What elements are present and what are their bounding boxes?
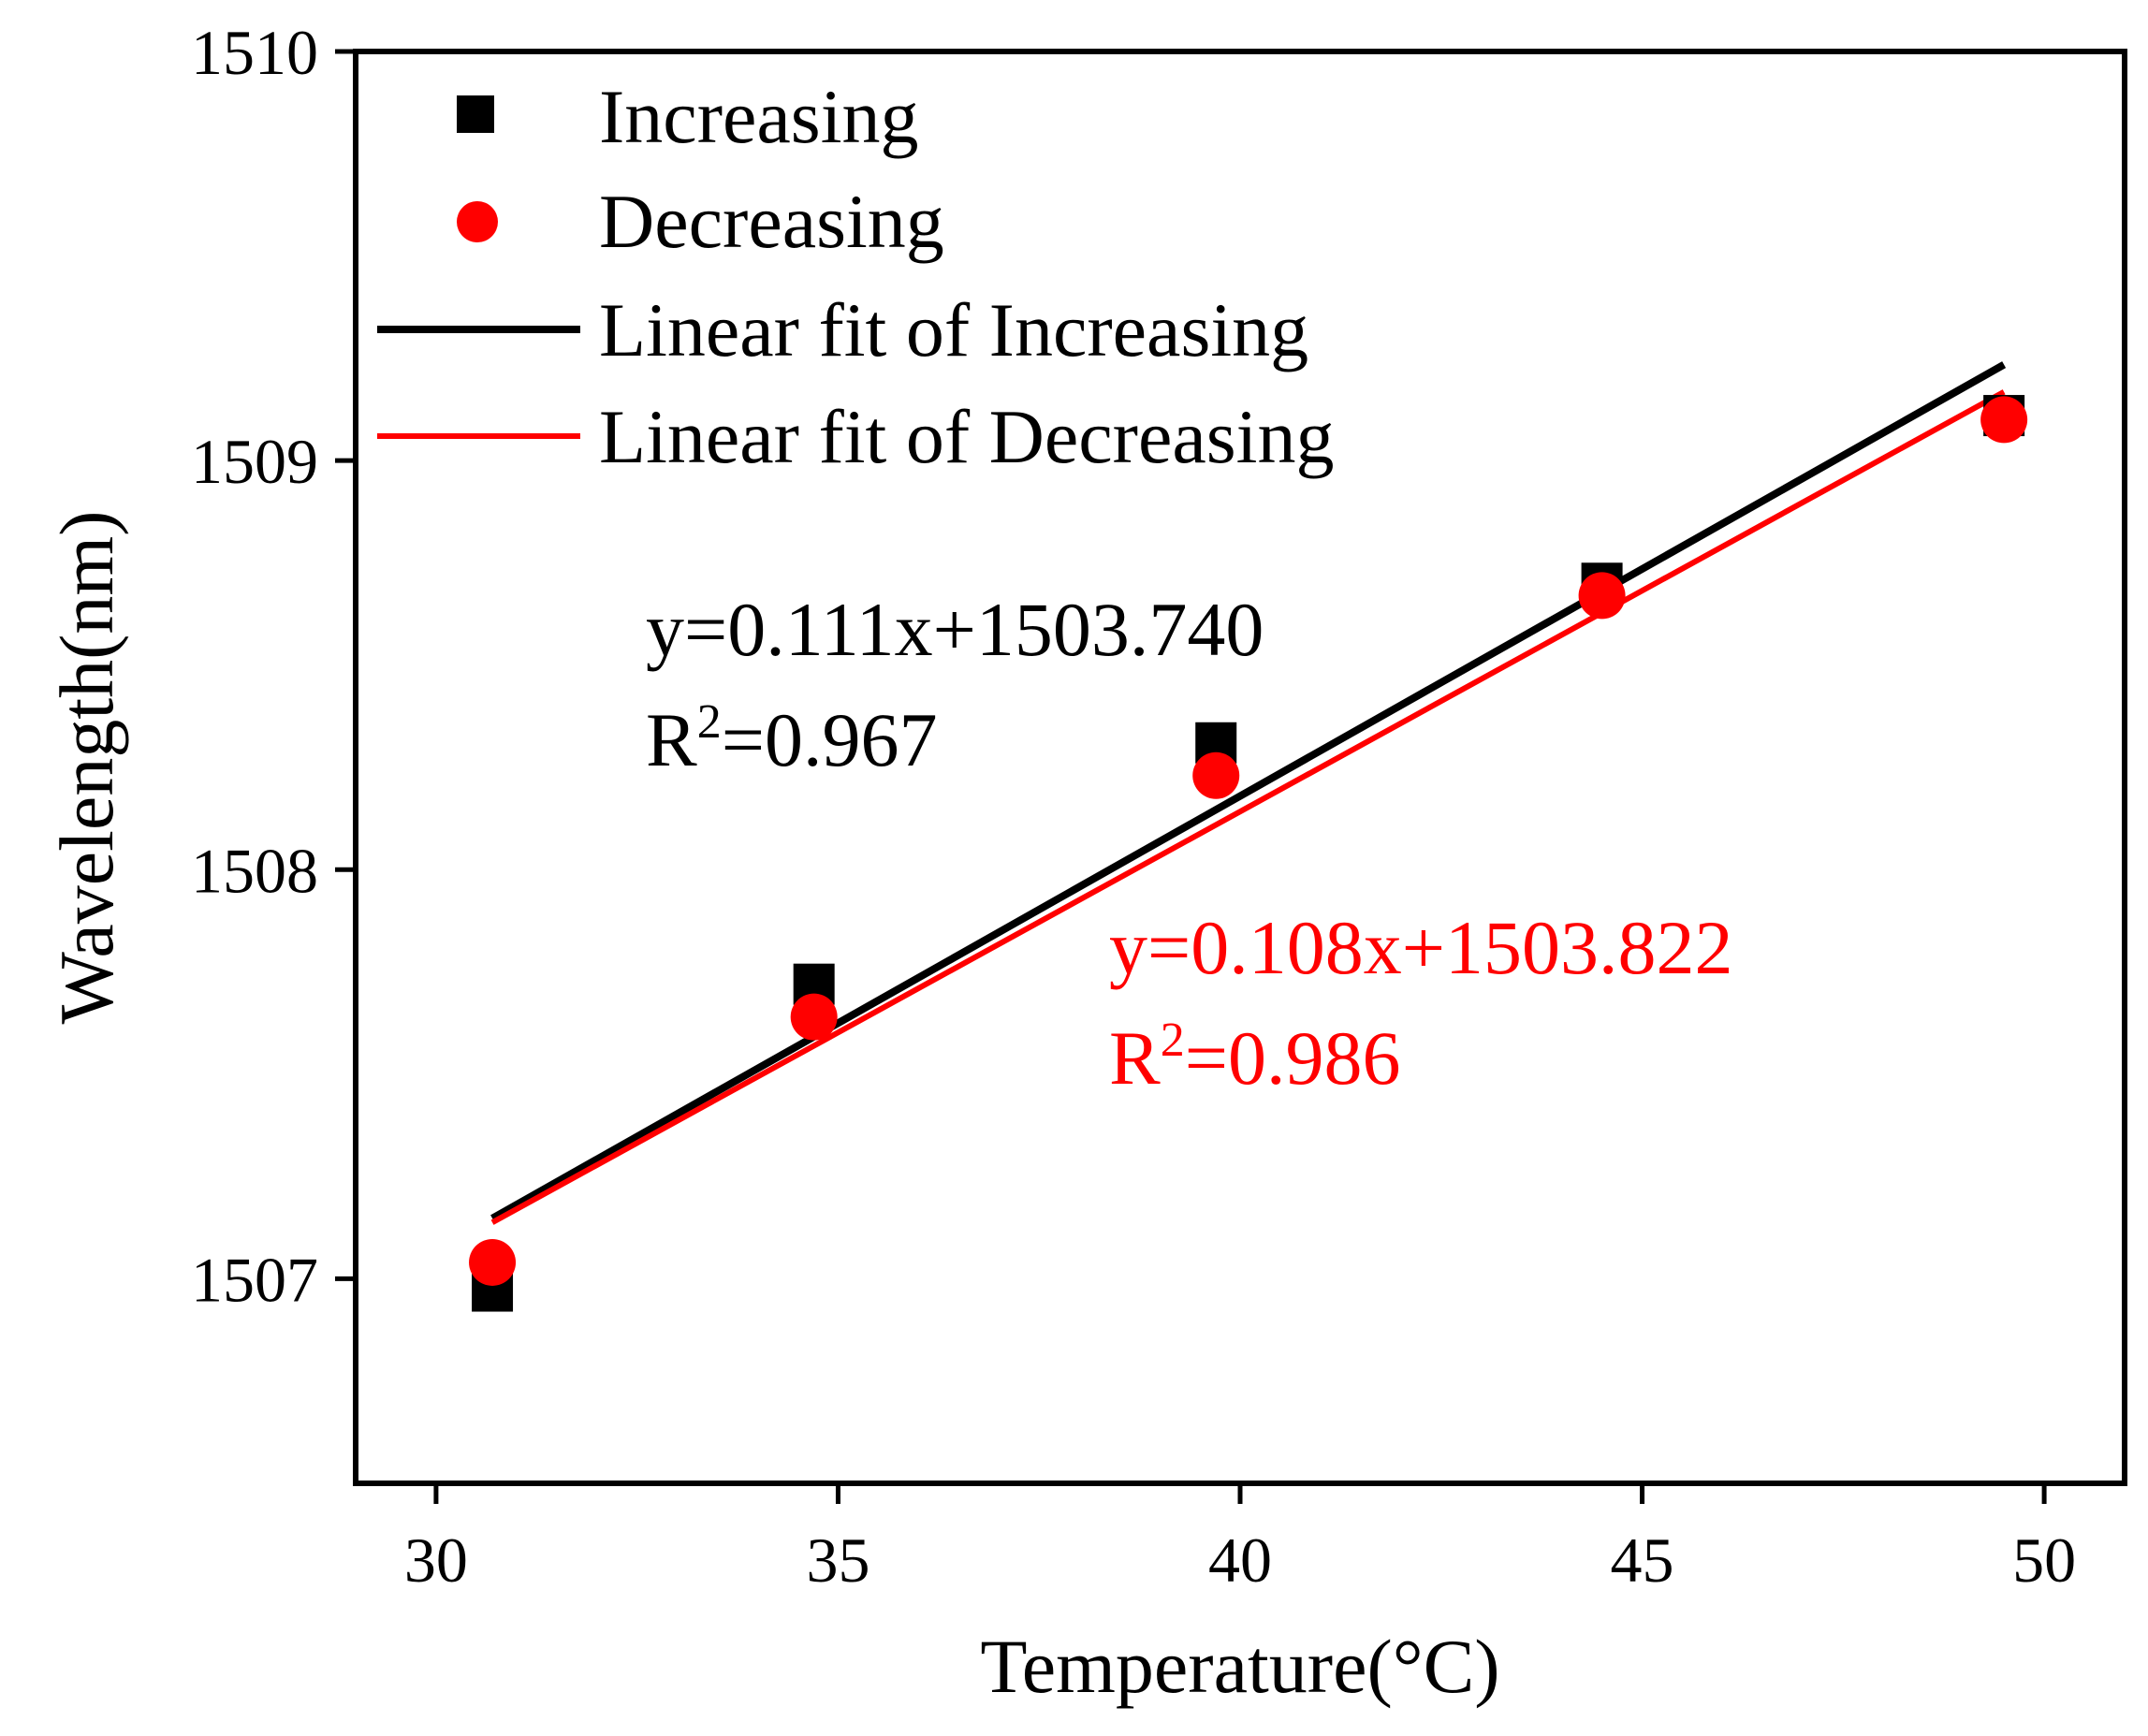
equation-increasing: y=0.111x+1503.740: [646, 587, 1264, 672]
point-decreasing: [1578, 572, 1626, 620]
x-tick-label: 30: [404, 1524, 468, 1596]
y-tick-label: 1507: [191, 1244, 318, 1315]
x-tick-label: 35: [806, 1524, 869, 1596]
plot-frame: [353, 49, 2127, 1486]
data-markers: [469, 395, 2028, 1312]
equation-decreasing: y=0.108x+1503.822: [1109, 905, 1733, 990]
point-decreasing: [1192, 751, 1240, 799]
point-decreasing: [1980, 396, 2028, 444]
x-tick-label: 50: [2012, 1524, 2076, 1596]
legend-marker-decreasing: [457, 201, 498, 242]
x-tick-label: 45: [1611, 1524, 1674, 1596]
legend-marker-increasing: [457, 95, 494, 133]
legend-label-fit-decreasing: Linear fit of Decreasing: [599, 394, 1334, 479]
fit-lines: [490, 361, 2007, 1225]
legend-label-increasing: Increasing: [599, 74, 919, 159]
legend: Increasing Decreasing Linear fit of Incr…: [377, 74, 1334, 479]
x-axis-title: Temperature(°C): [980, 1624, 1499, 1709]
y-tick-label: 1510: [191, 17, 318, 88]
x-tick-label: 40: [1208, 1524, 1272, 1596]
point-decreasing: [469, 1238, 517, 1286]
r2-increasing: R2=0.967: [646, 695, 937, 782]
legend-label-decreasing: Decreasing: [599, 179, 944, 264]
r2-decreasing: R2=0.986: [1109, 1014, 1400, 1101]
annotation-decreasing: y=0.108x+1503.822 R2=0.986: [1109, 905, 1733, 1101]
y-tick-label: 1509: [191, 426, 318, 497]
fit-line-decreasing: [490, 389, 2006, 1225]
annotation-increasing: y=0.111x+1503.740 R2=0.967: [646, 587, 1264, 782]
axis-ticks: 30 35 40 45 50 1507 1508 1509 1510: [191, 17, 2076, 1596]
y-axis-title: Wavelength(nm): [44, 511, 129, 1025]
fit-line-increasing: [490, 361, 2007, 1222]
point-decreasing: [790, 993, 838, 1041]
legend-label-fit-increasing: Linear fit of Increasing: [599, 287, 1308, 372]
y-tick-label: 1508: [191, 835, 318, 906]
